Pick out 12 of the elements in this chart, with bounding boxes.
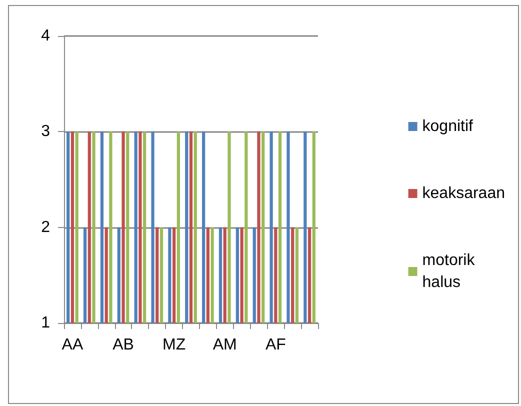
y-tick-label: 3 xyxy=(41,123,50,140)
legend-label: kognitif xyxy=(422,118,474,135)
x-tick-label: AM xyxy=(212,336,237,354)
legend-label: keaksaraan xyxy=(422,185,505,202)
legend-label: motorik halus xyxy=(422,252,476,291)
x-tick-label: AF xyxy=(265,336,286,354)
x-tick-label: AB xyxy=(112,336,134,354)
y-tick-label: 1 xyxy=(41,314,50,332)
x-tick-label: AA xyxy=(62,336,84,354)
x-tick-label: MZ xyxy=(162,336,186,354)
y-tick-label: 4 xyxy=(41,28,50,44)
y-tick-label: 2 xyxy=(41,218,50,236)
